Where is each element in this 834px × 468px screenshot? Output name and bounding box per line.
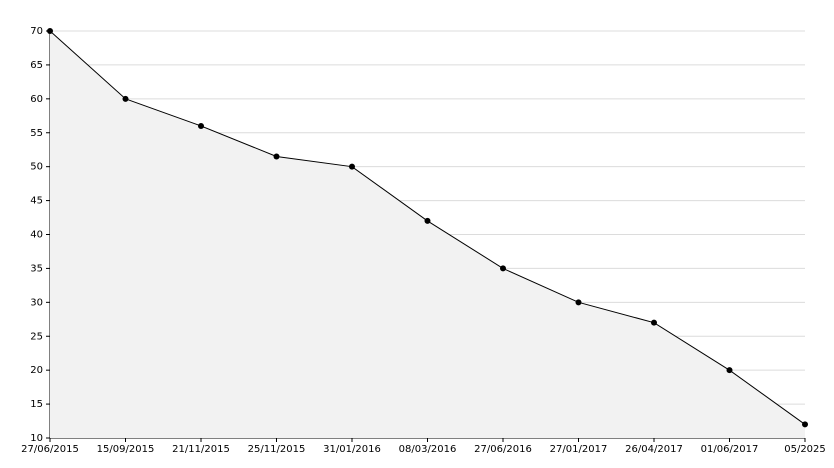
y-tick-label: 35: [30, 263, 43, 274]
point: [198, 122, 204, 129]
y-tick-label: 55: [30, 128, 43, 139]
point: [802, 421, 808, 428]
x-tick-label: 21/11/2015: [172, 444, 230, 455]
y-tick-label: 70: [30, 26, 43, 37]
point: [273, 153, 280, 160]
x-tick-label: 31/01/2016: [323, 444, 381, 455]
y-tick-label: 40: [30, 230, 43, 241]
x-tick-label: 27/01/2017: [550, 444, 608, 455]
y-tick-label: 50: [30, 162, 43, 173]
point: [575, 299, 582, 306]
point: [424, 217, 431, 224]
point: [500, 265, 506, 272]
y-tick-label: 10: [30, 433, 43, 444]
x-tick-label: 27/06/2016: [474, 444, 532, 455]
y-tick-label: 25: [30, 331, 43, 342]
point: [349, 163, 355, 170]
area-fill: [50, 31, 805, 438]
y-tick-label: 30: [30, 297, 43, 308]
y-tick-label: 45: [30, 196, 43, 207]
y-tick-label: 60: [30, 94, 43, 105]
x-tick-label: 05/2025: [784, 444, 826, 455]
y-tick-label: 15: [30, 399, 43, 410]
y-tick-label: 65: [30, 60, 43, 71]
point: [651, 319, 657, 326]
x-tick-label: 26/04/2017: [625, 444, 683, 455]
x-tick-label: 25/11/2015: [248, 444, 306, 455]
x-tick-label: 01/06/2017: [701, 444, 759, 455]
x-tick-label: 27/06/2015: [21, 444, 79, 455]
x-tick-label: 08/03/2016: [399, 444, 457, 455]
y-tick-label: 20: [30, 365, 43, 376]
x-tick-label: 15/09/2015: [97, 444, 155, 455]
point: [726, 367, 733, 374]
point: [122, 95, 129, 102]
point: [47, 28, 53, 34]
